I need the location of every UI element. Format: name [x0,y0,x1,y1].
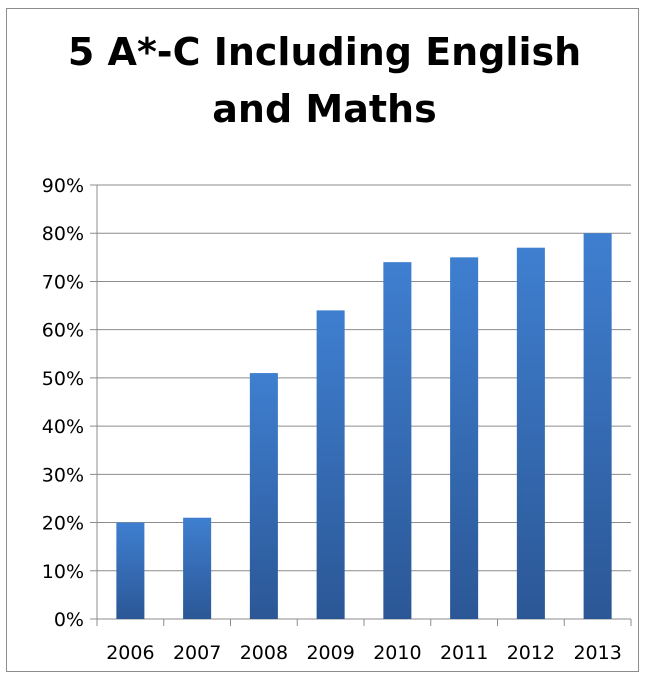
x-tick-label: 2008 [240,642,288,664]
bar-2006 [116,522,145,619]
bar-2013 [583,233,612,619]
bar-2010 [383,262,412,619]
x-tick-label: 2013 [573,642,621,664]
y-tick-label: 0% [54,609,84,631]
axes [90,185,632,626]
x-tick-label: 2011 [440,642,488,664]
x-tick-labels: 2006 2007 2008 2009 2010 2011 2012 2013 [106,642,622,664]
y-tick-label: 30% [42,464,84,486]
chart-title: 5 A*-C Including English and Maths [67,30,582,131]
bar-2007 [183,517,212,619]
bar-2011 [450,257,479,619]
y-tick-label: 70% [42,271,84,293]
y-tick-labels: 0% 10% 20% 30% 40% 50% 60% 70% 80% 90% [42,175,84,631]
x-tick-label: 2009 [306,642,354,664]
y-tick-label: 10% [42,561,84,583]
y-tick-label: 60% [42,320,84,342]
y-tick-label: 40% [42,416,84,438]
x-tick-label: 2007 [173,642,221,664]
y-tick-label: 50% [42,368,84,390]
bar-2012 [516,247,545,619]
bar-2008 [249,373,278,619]
x-tick-label: 2010 [373,642,421,664]
y-tick-label: 80% [42,223,84,245]
x-tick-label: 2012 [507,642,555,664]
gridlines [90,184,631,572]
bars [116,233,612,619]
y-tick-label: 20% [42,513,84,535]
x-tick-label: 2006 [106,642,154,664]
bar-2009 [316,310,345,619]
y-tick-label: 90% [42,175,84,197]
